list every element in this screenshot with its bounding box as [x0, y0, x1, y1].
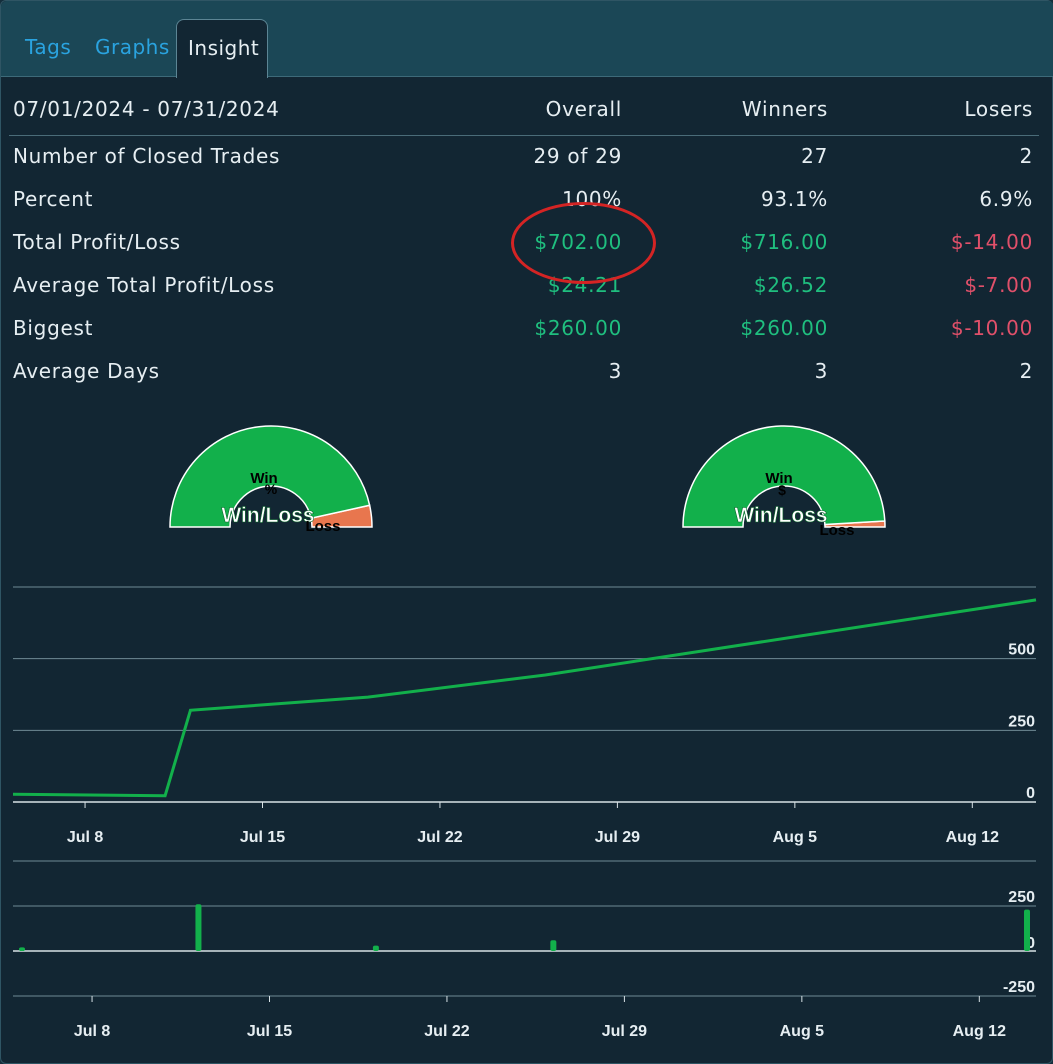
y-tick-label: 0 — [1026, 785, 1035, 802]
stat-label: Total Profit/Loss — [13, 230, 181, 254]
stat-overall: 29 of 29 — [533, 144, 622, 168]
gauge-loss-label: Loss — [305, 518, 340, 535]
stat-losers: $-7.00 — [964, 273, 1033, 297]
stat-label: Average Days — [13, 359, 160, 383]
x-tick-label: Aug 12 — [946, 829, 999, 846]
col-losers-header: Losers — [964, 97, 1033, 121]
stat-winners: $716.00 — [740, 230, 828, 254]
gauge-center-symbol: $ — [778, 482, 786, 498]
stat-losers: 2 — [1019, 359, 1033, 383]
stats-row: Average Days 3 3 2 — [1, 359, 1053, 402]
x-tick-label: Jul 15 — [240, 829, 285, 846]
gauge-win-label: Win — [765, 470, 792, 487]
x-tick-label: Jul 8 — [74, 1023, 111, 1040]
cumulative-pnl-line-chart: 0 250 500 Jul 8 Jul 15 Jul 22 Jul 29 Aug 5 Aug 1… — [12, 586, 1037, 846]
cumulative-pnl-line — [12, 598, 1037, 798]
tab-insight[interactable]: Insight — [176, 19, 268, 78]
gauge-win-arc — [682, 425, 886, 528]
stat-label: Number of Closed Trades — [13, 144, 281, 168]
x-tick-label: Jul 8 — [67, 829, 104, 846]
stat-losers: 2 — [1019, 144, 1033, 168]
x-tick-label: Jul 29 — [595, 829, 640, 846]
stat-winners: $26.52 — [753, 273, 828, 297]
daily-pnl-bar — [550, 940, 557, 951]
daily-pnl-bar — [195, 904, 202, 951]
stats-row: Biggest $260.00 $260.00 $-10.00 — [1, 316, 1053, 359]
x-tick-label: Aug 12 — [953, 1023, 1006, 1040]
x-tick-label: Aug 5 — [780, 1023, 825, 1040]
stat-label: Average Total Profit/Loss — [13, 273, 275, 297]
highlight-circle-annotation — [511, 202, 656, 284]
stat-label: Biggest — [13, 316, 94, 340]
tab-graphs[interactable]: Graphs — [95, 35, 170, 59]
stats-header-row: 07/01/2024 - 07/31/2024 Overall Winners … — [1, 97, 1053, 140]
y-tick-label: 500 — [1008, 642, 1035, 659]
gauge-win-label: Win — [250, 470, 277, 487]
daily-pnl-bar — [372, 945, 379, 951]
gauge-win-arc — [169, 425, 371, 528]
col-winners-header: Winners — [741, 97, 828, 121]
win-loss-percent-gauge: Win % Win/Loss Loss — [169, 425, 373, 535]
x-tick-label: Jul 22 — [424, 1023, 469, 1040]
stats-row: Number of Closed Trades 29 of 29 27 2 — [1, 144, 1053, 187]
y-tick-label: 0 — [1026, 935, 1035, 952]
gauge-center-symbol: % — [265, 481, 278, 497]
y-tick-label: 250 — [1008, 889, 1035, 906]
gauge-title: Win/Loss — [734, 504, 827, 527]
gauge-loss-label: Loss — [819, 522, 854, 539]
tab-tags[interactable]: Tags — [25, 35, 72, 59]
stat-losers: $-14.00 — [950, 230, 1033, 254]
stats-row: Average Total Profit/Loss $24.21 $26.52 … — [1, 273, 1053, 316]
stat-winners: 27 — [801, 144, 828, 168]
stat-losers: $-10.00 — [950, 316, 1033, 340]
y-tick-label: -250 — [1003, 979, 1035, 996]
win-loss-dollar-gauge: Win $ Win/Loss Loss — [682, 425, 886, 539]
header-divider — [9, 135, 1039, 136]
stat-winners: 93.1% — [760, 187, 828, 211]
x-tick-label: Jul 29 — [602, 1023, 647, 1040]
col-overall-header: Overall — [545, 97, 622, 121]
daily-pnl-bar-chart: 250 0 -250 Jul 8 Jul 15 Jul 22 Jul 29 Aug 5 Aug … — [13, 860, 1036, 1040]
x-tick-label: Jul 15 — [247, 1023, 292, 1040]
daily-pnl-bar — [1024, 909, 1030, 951]
stat-overall: 3 — [608, 359, 622, 383]
stat-overall: $260.00 — [534, 316, 622, 340]
x-tick-label: Jul 22 — [417, 829, 462, 846]
stat-winners: 3 — [814, 359, 828, 383]
gauge-title: Win/Loss — [221, 504, 314, 527]
stat-winners: $260.00 — [740, 316, 828, 340]
y-tick-label: 250 — [1008, 713, 1035, 730]
stat-losers: 6.9% — [979, 187, 1033, 211]
stat-label: Percent — [13, 187, 94, 211]
x-tick-label: Aug 5 — [773, 829, 818, 846]
date-range: 07/01/2024 - 07/31/2024 — [13, 97, 280, 121]
tab-bar: Tags Graphs Insight — [1, 1, 1053, 78]
daily-pnl-bar — [19, 947, 25, 951]
